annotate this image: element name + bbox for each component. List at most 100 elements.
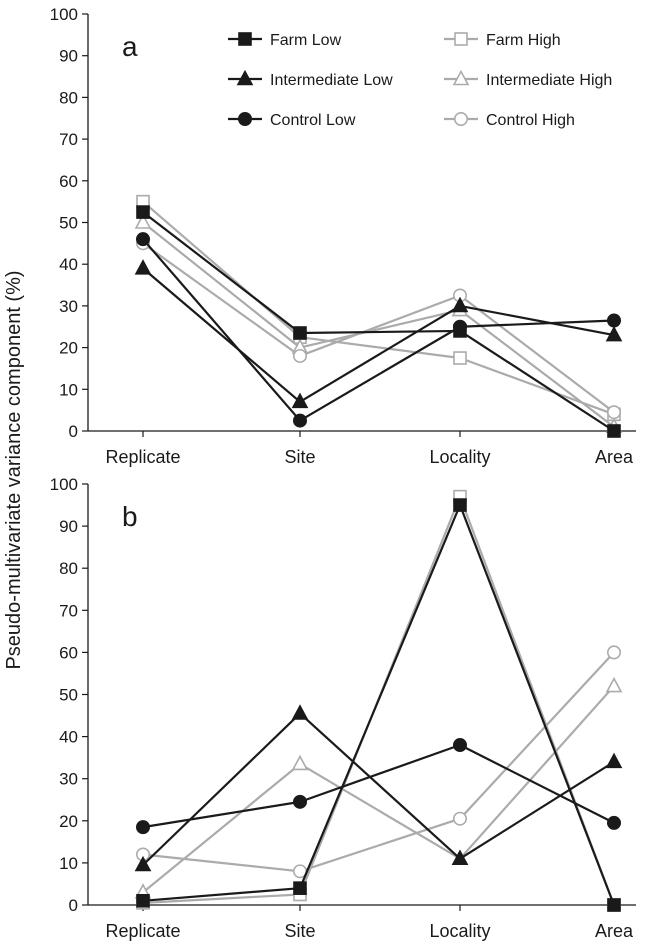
- legend-entry-control-high: Control High: [444, 112, 575, 129]
- y-tick-label: 100: [50, 5, 78, 24]
- series-control-high: [136, 645, 621, 879]
- y-tick-label: 60: [59, 643, 78, 662]
- legend-label-control-low: Control Low: [270, 112, 356, 129]
- y-tick-label: 40: [59, 728, 78, 747]
- x-tick-label-replicate: Replicate: [105, 921, 180, 941]
- series-line-intermediate-low: [142, 712, 615, 866]
- series-line-control-low: [142, 743, 615, 829]
- y-tick-label: 70: [59, 601, 78, 620]
- series-intermediate-low: [134, 704, 623, 872]
- y-tick-label: 50: [59, 214, 78, 233]
- y-tick-label: 70: [59, 130, 78, 149]
- point-control-high-area: [606, 405, 621, 420]
- panel-label-a: a: [122, 31, 138, 62]
- y-tick-label: 20: [59, 812, 78, 831]
- series-control-high: [136, 236, 621, 420]
- y-tick-label: 90: [59, 47, 78, 66]
- series-line-control-high: [142, 242, 615, 414]
- point-control-low-area: [606, 313, 621, 328]
- series-line-intermediate-high: [142, 685, 615, 894]
- point-control-low-site: [292, 413, 307, 428]
- legend-marker-control-high: [453, 112, 468, 127]
- point-control-low-locality: [452, 319, 467, 334]
- point-control-low-locality: [452, 738, 467, 753]
- y-tick-label: 10: [59, 380, 78, 399]
- series-farm-low: [136, 205, 621, 438]
- series-control-low: [136, 738, 621, 835]
- panel-label-b: b: [122, 501, 138, 532]
- legend-entry-farm-high: Farm High: [444, 32, 561, 49]
- legend-label-intermediate-high: Intermediate High: [486, 72, 612, 89]
- point-intermediate-low-replicate: [134, 259, 152, 275]
- x-tick-label-locality: Locality: [429, 921, 490, 941]
- legend-marker-intermediate-high: [452, 69, 470, 86]
- point-farm-low-locality: [453, 498, 467, 512]
- series-line-farm-low: [142, 211, 615, 432]
- point-farm-low-area: [607, 898, 621, 912]
- legend-label-control-high: Control High: [486, 112, 575, 129]
- point-intermediate-low-site: [291, 704, 309, 720]
- series-line-control-high: [142, 651, 615, 873]
- y-tick-label: 30: [59, 770, 78, 789]
- legend-marker-control-low: [238, 112, 253, 127]
- y-tick-label: 100: [50, 475, 78, 494]
- point-intermediate-high-replicate: [134, 213, 152, 229]
- point-farm-low-site: [293, 881, 307, 895]
- point-farm-low-replicate: [136, 205, 150, 219]
- series-line-intermediate-high: [142, 221, 615, 428]
- point-farm-high-locality: [453, 351, 467, 365]
- x-tick-label-area: Area: [595, 921, 634, 941]
- x-tick-label-area: Area: [595, 447, 634, 467]
- legend-label-intermediate-low: Intermediate Low: [270, 72, 393, 89]
- point-control-low-area: [606, 815, 621, 830]
- y-tick-label: 0: [69, 422, 78, 441]
- legend: Farm Low Farm High Intermediate Low Interme…: [228, 32, 612, 129]
- y-tick-label: 90: [59, 517, 78, 536]
- series-intermediate-high: [134, 676, 623, 899]
- legend-marker-farm-low: [238, 32, 252, 46]
- y-tick-label: 20: [59, 339, 78, 358]
- point-control-high-site: [292, 348, 307, 363]
- point-intermediate-high-area: [605, 676, 623, 693]
- point-intermediate-low-locality: [451, 849, 469, 865]
- series-intermediate-low: [134, 259, 623, 409]
- y-tick-label: 50: [59, 686, 78, 705]
- panel-b: 0 10 20 30 40 50 60 70 80 90 100 Replicate Site Local…: [50, 475, 636, 941]
- y-tick-label: 30: [59, 297, 78, 316]
- series-line-intermediate-low: [142, 267, 615, 403]
- legend-marker-intermediate-low: [236, 69, 254, 86]
- x-tick-label-site: Site: [284, 447, 315, 467]
- point-intermediate-low-locality: [451, 296, 469, 313]
- y-tick-label: 80: [59, 559, 78, 578]
- point-intermediate-low-area: [605, 325, 623, 342]
- legend-marker-farm-high: [454, 32, 468, 46]
- series-control-low: [136, 232, 621, 428]
- y-tick-label: 60: [59, 172, 78, 191]
- legend-entry-control-low: Control Low: [228, 112, 356, 129]
- point-control-high-locality: [452, 811, 467, 826]
- point-control-low-replicate: [136, 232, 151, 247]
- y-tick-label: 80: [59, 88, 78, 107]
- point-intermediate-low-site: [291, 392, 309, 409]
- series-line-farm-high: [142, 200, 615, 416]
- point-control-low-replicate: [136, 820, 151, 835]
- series-line-control-low: [142, 238, 615, 422]
- y-tick-label: 0: [69, 896, 78, 915]
- legend-entry-intermediate-low: Intermediate Low: [228, 69, 393, 89]
- point-control-low-site: [292, 794, 307, 809]
- series-line-farm-low: [142, 503, 616, 906]
- point-farm-low-replicate: [136, 893, 150, 908]
- x-tick-label-locality: Locality: [429, 447, 490, 467]
- legend-label-farm-low: Farm Low: [270, 32, 342, 49]
- panel-a: 0 10 20 30 40 50 60 70 80 90 100 Replicate Site Local…: [50, 5, 636, 467]
- x-tick-label-site: Site: [284, 921, 315, 941]
- point-farm-low-site: [293, 326, 307, 340]
- point-intermediate-low-area: [605, 752, 623, 769]
- legend-entry-farm-low: Farm Low: [228, 32, 342, 49]
- point-intermediate-low-replicate: [134, 855, 152, 872]
- legend-entry-intermediate-high: Intermediate High: [444, 69, 612, 89]
- series-farm-low: [136, 498, 621, 912]
- point-intermediate-high-site: [291, 754, 309, 771]
- point-farm-low-area: [607, 424, 621, 438]
- legend-label-farm-high: Farm High: [486, 32, 561, 49]
